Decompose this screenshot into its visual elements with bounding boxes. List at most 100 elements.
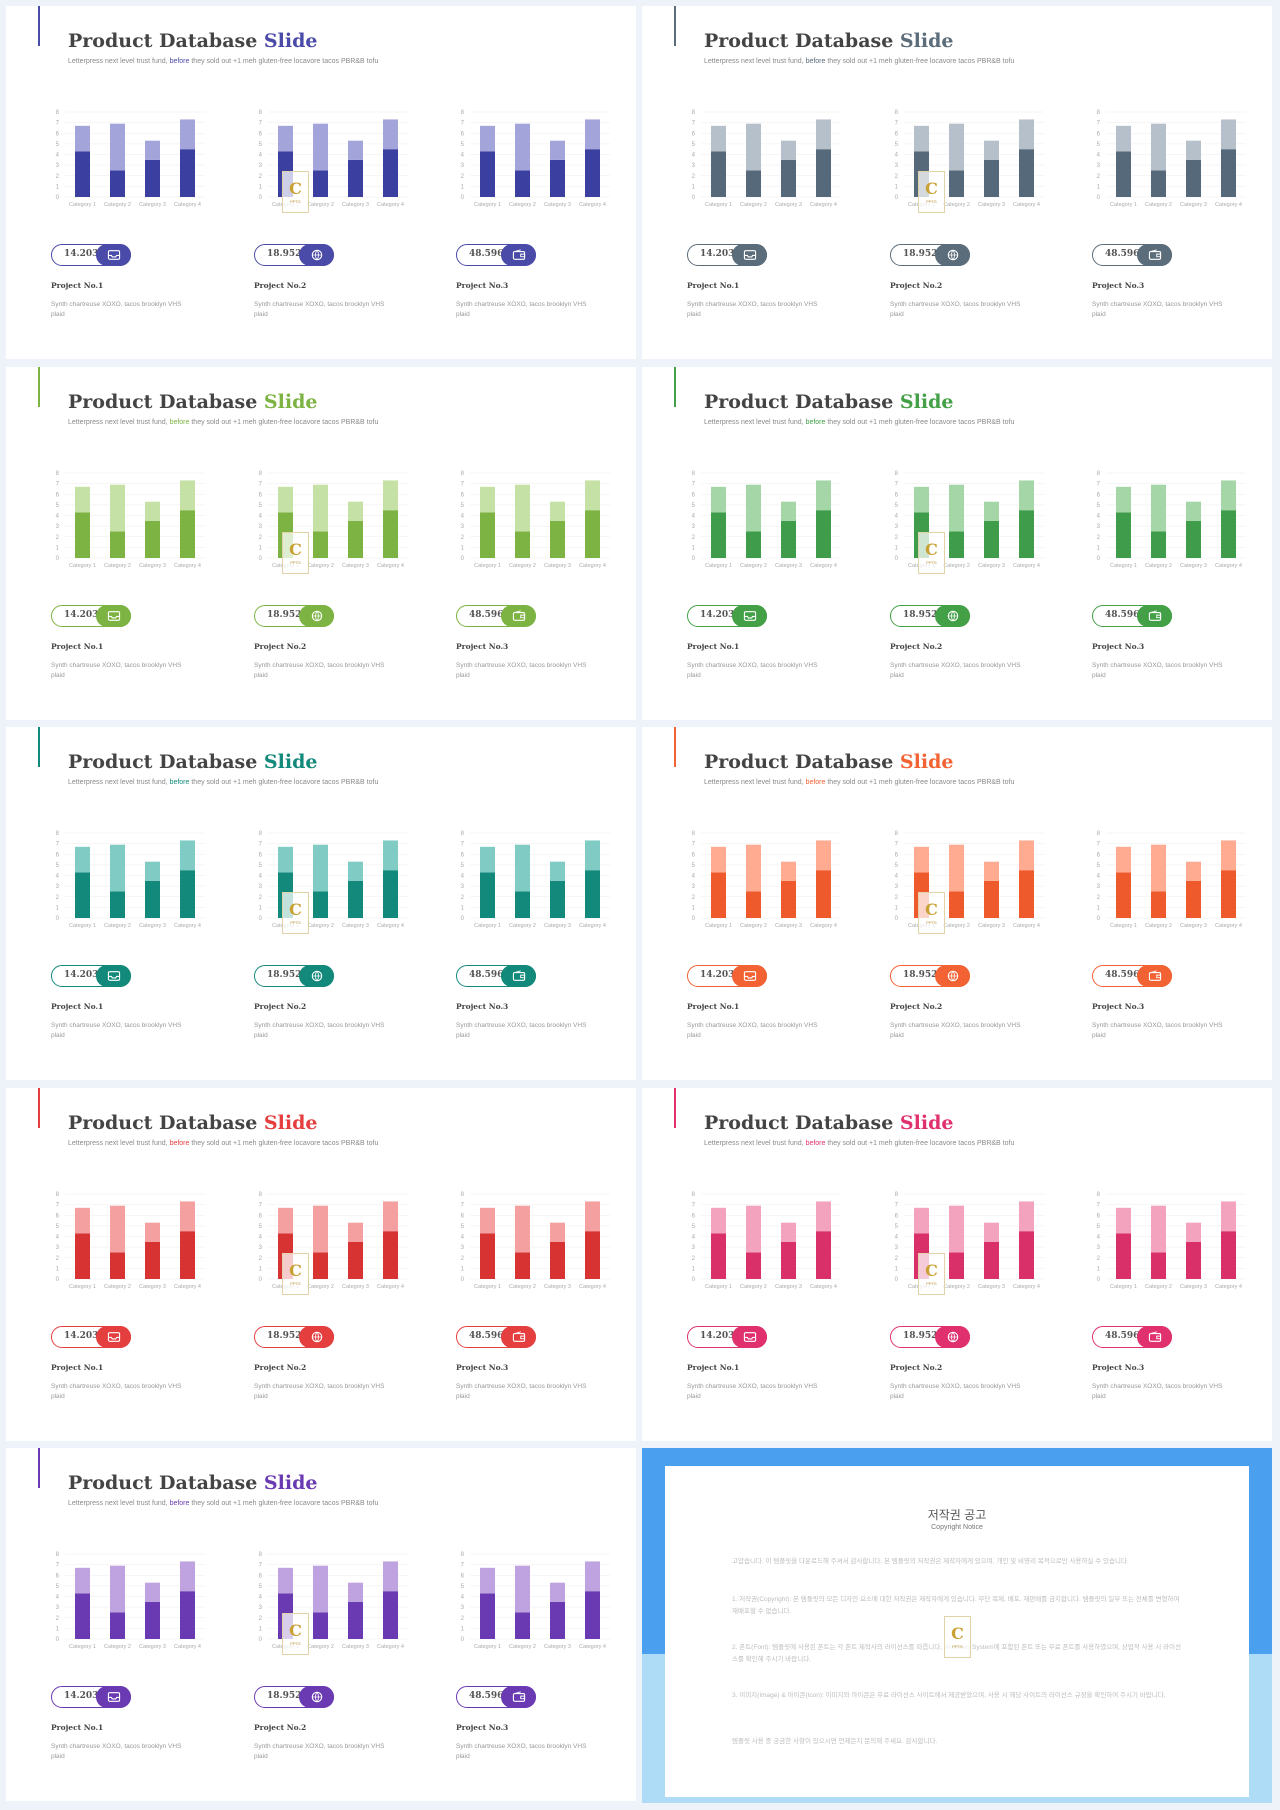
- x-tick-label: Category 1: [69, 1284, 96, 1290]
- slide-thumbnail-green[interactable]: Product Database Slide Letterpress next …: [642, 367, 1272, 720]
- y-tick-label: 4: [259, 1595, 263, 1601]
- pill-icon-badge: [935, 243, 970, 266]
- y-tick-label: 0: [895, 916, 899, 922]
- y-tick-label: 3: [461, 1245, 465, 1251]
- bar-chart: 0 1 2 3 4 5 6 7 8 Category 1 Category 2 Category 3 C…: [692, 110, 841, 208]
- project-name: Project No.2: [890, 1363, 943, 1372]
- bar-segment: [313, 170, 328, 197]
- y-tick-label: 7: [56, 1563, 60, 1569]
- bar-segment: [949, 170, 964, 197]
- y-tick-label: 6: [1097, 492, 1101, 498]
- y-tick-label: 7: [461, 482, 465, 488]
- value-pill: 14.203: [51, 964, 131, 987]
- x-tick-label: Category 1: [1110, 923, 1137, 929]
- project-value: 18.952: [903, 1331, 938, 1341]
- bar-segment: [1151, 1205, 1166, 1253]
- bar-segment: [515, 1565, 530, 1613]
- y-tick-label: 2: [56, 174, 60, 180]
- project-name: Project No.1: [51, 1363, 104, 1372]
- watermark-logo: C PPTS: [918, 532, 945, 574]
- bar-segment: [1116, 512, 1131, 558]
- bar-chart: 0 1 2 3 4 5 6 7 8 Category 1 Category 2 Category 3 C…: [56, 1552, 205, 1650]
- y-tick-label: 4: [1097, 1235, 1101, 1241]
- pill-icon-badge: [96, 604, 131, 627]
- y-tick-label: 2: [259, 1256, 263, 1262]
- bar-segment: [816, 510, 831, 558]
- slide-thumbnail-lime[interactable]: Product Database Slide Letterpress next …: [6, 367, 636, 720]
- bar-chart: 0 1 2 3 4 5 6 7 8 Category 1 Category 2 Category 3 C…: [56, 110, 205, 208]
- globe-icon: [311, 249, 322, 260]
- y-tick-label: 2: [259, 174, 263, 180]
- y-tick-label: 3: [461, 163, 465, 169]
- project-name: Project No.1: [687, 642, 740, 651]
- slide-thumbnail-red[interactable]: Product Database Slide Letterpress next …: [6, 1088, 636, 1441]
- y-tick-label: 8: [461, 110, 465, 116]
- project-name: Project No.2: [890, 281, 943, 290]
- value-pill: 48.596: [1092, 243, 1172, 266]
- slide-thumbnail-pink[interactable]: Product Database Slide Letterpress next …: [642, 1088, 1272, 1441]
- y-tick-label: 5: [692, 142, 696, 148]
- y-tick-label: 0: [895, 195, 899, 201]
- globe-icon: [947, 249, 958, 260]
- project-name: Project No.1: [51, 1002, 104, 1011]
- project-value: 18.952: [267, 610, 302, 620]
- y-tick-label: 6: [895, 492, 899, 498]
- slide-thumbnail-orange[interactable]: Product Database Slide Letterpress next …: [642, 727, 1272, 1080]
- y-tick-label: 2: [461, 174, 465, 180]
- y-tick-label: 5: [895, 1224, 899, 1230]
- y-tick-label: 7: [692, 482, 696, 488]
- bar-segment: [914, 125, 929, 152]
- y-tick-label: 7: [56, 482, 60, 488]
- y-tick-label: 0: [1097, 195, 1101, 201]
- slide-thumbnail-purple[interactable]: Product Database Slide Letterpress next …: [6, 1448, 636, 1801]
- project-panel-1: 0 1 2 3 4 5 6 7 8 Category 1 Category 2 Category 3 C…: [51, 467, 211, 717]
- x-tick-label: Category 2: [509, 202, 536, 208]
- copyright-slide[interactable]: 저작권 공고 Copyright Notice 고맙습니다. 이 템플릿을 다운…: [642, 1448, 1272, 1803]
- subtitle-pre: Letterpress next level trust fund,: [68, 1500, 170, 1507]
- y-tick-label: 1: [461, 905, 465, 911]
- x-tick-label: Category 2: [104, 923, 131, 929]
- x-tick-label: Category 3: [978, 1284, 1005, 1290]
- y-tick-label: 7: [692, 121, 696, 127]
- pill-icon-badge: [732, 243, 767, 266]
- bar-segment: [550, 501, 565, 521]
- x-tick-label: Category 4: [174, 1644, 201, 1650]
- y-tick-label: 2: [259, 895, 263, 901]
- y-tick-label: 6: [692, 1213, 696, 1219]
- project-description: Synth chartreuse XOXO, tacos brooklyn VH…: [51, 662, 182, 679]
- inbox-icon: [743, 1331, 756, 1342]
- bar-segment: [816, 1231, 831, 1279]
- logo-letter: C: [925, 899, 938, 919]
- y-tick-label: 6: [56, 131, 60, 137]
- value-pill: 18.952: [254, 964, 334, 987]
- y-tick-label: 4: [895, 1235, 899, 1241]
- y-tick-label: 7: [461, 1203, 465, 1209]
- y-tick-label: 0: [461, 1277, 465, 1283]
- project-value: 14.203: [64, 249, 99, 259]
- y-tick-label: 5: [56, 142, 60, 148]
- logo-word: PPTS: [926, 919, 937, 925]
- y-tick-label: 8: [259, 110, 263, 116]
- bar-segment: [816, 1201, 831, 1232]
- watermark-logo: C PPTS: [918, 171, 945, 213]
- slide-thumbnail-indigo[interactable]: Product Database Slide Letterpress next …: [6, 6, 636, 359]
- bar-segment: [949, 484, 964, 532]
- subtitle-accent: before: [805, 58, 826, 65]
- wallet-icon: [1148, 969, 1161, 981]
- value-pill: 18.952: [254, 1325, 334, 1348]
- bar-segment: [949, 1205, 964, 1253]
- bar-segment: [313, 123, 328, 171]
- x-tick-label: Category 3: [139, 202, 166, 208]
- pill-icon-badge: [732, 604, 767, 627]
- bar-segment: [1019, 870, 1034, 918]
- x-tick-label: Category 1: [474, 1284, 501, 1290]
- bar-segment: [914, 486, 929, 513]
- bar-segment: [383, 870, 398, 918]
- slide-thumbnail-slate[interactable]: Product Database Slide Letterpress next …: [642, 6, 1272, 359]
- subtitle-accent: before: [169, 779, 190, 786]
- value-pill: 14.203: [687, 1325, 767, 1348]
- y-tick-label: 0: [692, 556, 696, 562]
- slide-thumbnail-teal[interactable]: Product Database Slide Letterpress next …: [6, 727, 636, 1080]
